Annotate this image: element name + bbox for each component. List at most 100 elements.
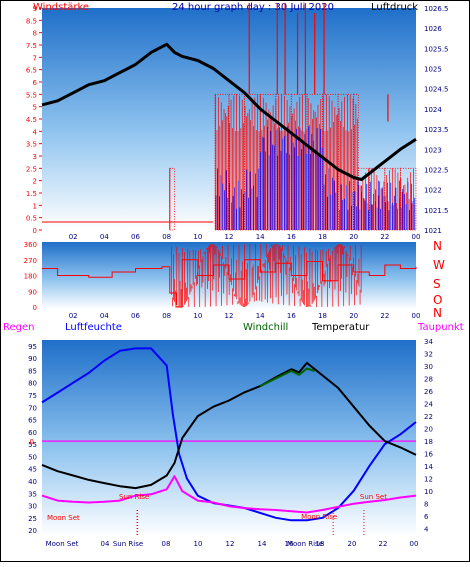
moon-rise-label: Moon Rise [301, 513, 337, 521]
wind-speed-tick-4: 2 [33, 178, 37, 186]
wind-speed-tick-16: 8 [33, 30, 37, 38]
temperature-tick-2: 8 [424, 501, 428, 509]
top-hour-tick-2: 06 [131, 233, 140, 241]
compass-n-top: N [433, 239, 442, 253]
pressure-tick-11: 1026.5 [424, 5, 449, 13]
top-hour-tick-6: 14 [256, 233, 265, 241]
humidity-tick-0: 20 [28, 527, 37, 535]
direction-hour-tick-11: 00 [412, 312, 421, 320]
wind-speed-tick-9: 4.5 [26, 116, 37, 124]
pressure-tick-4: 1023 [424, 146, 442, 154]
pressure-tick-9: 1025.5 [424, 45, 449, 53]
top-hour-tick-11: 00 [412, 233, 421, 241]
temperature-series [41, 361, 417, 490]
wind-speed-tick-3: 1.5 [26, 190, 37, 198]
pressure-tick-1: 1021.5 [424, 207, 449, 215]
bottom-hour-tick-7: 16 [285, 540, 294, 548]
top-hour-tick-1: 04 [100, 233, 109, 241]
temperature-tick-5: 14 [424, 463, 433, 471]
direction-tick-4: 360 [24, 241, 37, 249]
pressure-tick-2: 1022 [424, 187, 442, 195]
compass-o: O [433, 293, 442, 307]
top-hour-tick-5: 12 [225, 233, 234, 241]
bottom-hour-tick-6: 14 [258, 540, 267, 548]
bottom-hour-tick-1: 04 [101, 540, 110, 548]
bottom-hour-tick-12: 00 [410, 540, 419, 548]
bottom-hour-tick-2: Sun Rise [113, 540, 143, 548]
compass-n-bottom: N [433, 306, 442, 320]
pressure-series [41, 42, 417, 181]
humidity-tick-13: 85 [28, 367, 37, 375]
windchill-series [259, 367, 316, 387]
humidity-tick-8: 60 [28, 429, 37, 437]
direction-hour-tick-2: 06 [131, 312, 140, 320]
wind-speed-tick-8: 4 [33, 128, 38, 136]
temperature-tick-10: 24 [424, 401, 433, 409]
wind-speed-band [322, 93, 339, 231]
humidity-tick-4: 40 [28, 478, 37, 486]
temperature-tick-9: 22 [424, 413, 433, 421]
pressure-tick-6: 1024 [424, 106, 442, 114]
direction-hour-tick-6: 14 [256, 312, 265, 320]
bottom-hour-tick-9: 18 [316, 540, 325, 548]
humidity-tick-2: 30 [28, 503, 37, 511]
bottom-hour-tick-10: 20 [348, 540, 357, 548]
temperature-tick-13: 30 [424, 363, 433, 371]
wind-speed-band [169, 167, 175, 231]
wind-speed-tick-12: 6 [33, 79, 38, 87]
rain-zero-tick: 0 [30, 438, 34, 446]
rain-label: Regen [3, 322, 35, 333]
humidity-tick-1: 25 [28, 515, 37, 523]
temperature-tick-14: 32 [424, 351, 433, 359]
direction-tick-1: 90 [28, 288, 37, 296]
top-hour-tick-0: 02 [69, 233, 78, 241]
graph-title: 24 hour graph day : 30 Juli 2020 [172, 2, 334, 13]
pressure-tick-0: 1021 [424, 227, 442, 235]
humidity-tick-15: 95 [28, 343, 37, 351]
bottom-hour-tick-4: 10 [194, 540, 203, 548]
temperature-tick-12: 28 [424, 376, 433, 384]
top-hour-tick-3: 08 [162, 233, 171, 241]
humidity-tick-11: 75 [28, 392, 37, 400]
direction-hour-tick-5: 12 [225, 312, 234, 320]
pressure-tick-7: 1024.5 [424, 86, 449, 94]
humidity-tick-3: 35 [28, 490, 37, 498]
humidity-tick-10: 70 [28, 404, 37, 412]
pressure-tick-10: 1026 [424, 25, 442, 33]
temperature-tick-4: 12 [424, 476, 433, 484]
bottom-hour-tick-3: 08 [162, 540, 171, 548]
wind-speed-tick-2: 1 [33, 202, 37, 210]
wind-speed-band [357, 167, 370, 231]
bottom-hour-tick-8: Moon Rise [287, 540, 323, 548]
temperature-tick-11: 26 [424, 388, 433, 396]
direction-hour-tick-8: 18 [318, 312, 327, 320]
pressure-tick-3: 1022.5 [424, 166, 449, 174]
temperature-tick-6: 16 [424, 451, 433, 459]
bottom-hour-tick-5: 12 [226, 540, 235, 548]
direction-hour-tick-0: 02 [69, 312, 78, 320]
windchill-label: Windchill [243, 322, 288, 333]
direction-hour-tick-1: 04 [100, 312, 109, 320]
wind-speed-band [228, 93, 245, 231]
wind-speed-tick-11: 5.5 [26, 91, 37, 99]
sun-rise-label: Sun Rise [119, 493, 149, 501]
wind-speed-label: Windstärke [33, 2, 89, 13]
wind-speed-tick-14: 7 [33, 54, 37, 62]
direction-tick-3: 270 [24, 257, 37, 265]
wind-speed-tick-7: 3.5 [26, 141, 37, 149]
top-hour-tick-10: 22 [380, 233, 389, 241]
temperature-tick-8: 20 [424, 426, 433, 434]
humidity-tick-9: 65 [28, 417, 37, 425]
wind-speed-tick-10: 5 [33, 104, 37, 112]
wind-speed-tick-1: 0.5 [26, 215, 37, 223]
wind-speed-tick-0: 0 [33, 227, 37, 235]
humidity-tick-12: 80 [28, 380, 37, 388]
wind-speed-tick-13: 6.5 [26, 67, 37, 75]
pressure-tick-8: 1025 [424, 66, 442, 74]
pressure-tick-5: 1023.5 [424, 126, 449, 134]
humidity-tick-5: 45 [28, 466, 37, 474]
bottom-hour-tick-11: 22 [379, 540, 388, 548]
temperature-tick-1: 6 [424, 513, 429, 521]
